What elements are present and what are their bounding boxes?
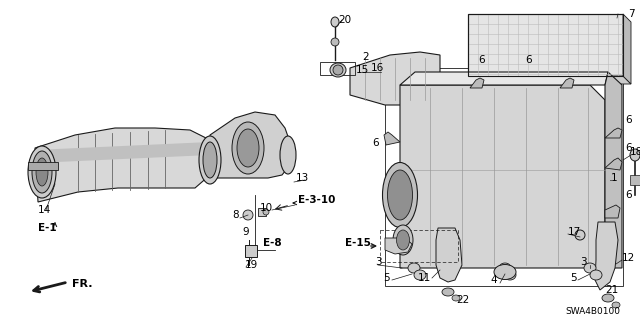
Ellipse shape [383,162,417,227]
Ellipse shape [442,288,454,296]
Polygon shape [468,76,631,84]
Text: 13: 13 [296,173,309,183]
Polygon shape [605,158,622,170]
Bar [385,68,623,286]
Text: 7: 7 [628,9,635,19]
Text: 5: 5 [383,273,390,283]
Text: E-1: E-1 [38,223,56,233]
Ellipse shape [590,270,602,280]
Ellipse shape [575,230,585,240]
Ellipse shape [494,264,516,279]
Text: 3: 3 [580,257,587,267]
Ellipse shape [330,63,346,77]
Bar [245,245,257,257]
Text: 15: 15 [356,65,369,75]
Ellipse shape [331,17,339,27]
Text: 2: 2 [362,52,369,62]
Polygon shape [560,78,574,88]
Text: E-3-10: E-3-10 [298,195,335,205]
Text: 6: 6 [525,55,532,65]
Ellipse shape [584,263,596,273]
Ellipse shape [32,151,52,193]
Polygon shape [35,142,210,163]
Text: 4: 4 [490,275,497,285]
Text: 20: 20 [338,15,351,25]
Polygon shape [623,14,631,84]
Polygon shape [595,222,618,290]
Ellipse shape [499,263,511,273]
Ellipse shape [630,149,640,161]
Ellipse shape [280,136,296,174]
Text: E-15: E-15 [345,238,371,248]
Text: 5: 5 [570,273,577,283]
Polygon shape [605,72,622,268]
Polygon shape [436,228,462,282]
Ellipse shape [232,122,264,174]
Ellipse shape [504,270,516,280]
Text: 21: 21 [605,285,618,295]
Text: 19: 19 [245,260,259,270]
Text: 9: 9 [242,227,248,237]
Text: 6: 6 [372,138,379,148]
Ellipse shape [387,170,413,220]
Polygon shape [35,128,215,202]
Text: 14: 14 [38,205,51,215]
Text: E-8: E-8 [263,238,282,248]
Text: 11: 11 [418,273,431,283]
Bar [468,14,623,76]
Text: 17: 17 [568,227,581,237]
Text: 18: 18 [630,147,640,157]
Text: 10: 10 [260,203,273,213]
Polygon shape [350,52,440,105]
Ellipse shape [612,302,620,308]
Text: 6: 6 [625,190,632,200]
Text: 16: 16 [371,63,384,73]
Ellipse shape [397,230,410,250]
Ellipse shape [452,295,460,301]
Ellipse shape [331,38,339,46]
Polygon shape [470,78,484,88]
Text: 3: 3 [375,257,381,267]
Text: 6: 6 [625,143,632,153]
Bar [380,230,458,262]
Ellipse shape [28,146,56,198]
Ellipse shape [333,65,343,75]
Text: 6: 6 [478,55,484,65]
Polygon shape [400,85,605,268]
Ellipse shape [393,225,413,255]
Text: SWA4B0100: SWA4B0100 [565,308,620,316]
Bar [28,162,58,170]
Text: 12: 12 [622,253,636,263]
Polygon shape [630,175,640,185]
Text: 1: 1 [611,173,618,183]
Ellipse shape [243,210,253,220]
Ellipse shape [237,129,259,167]
Ellipse shape [203,142,217,178]
Polygon shape [400,72,608,85]
Text: FR.: FR. [72,279,93,289]
Ellipse shape [199,136,221,184]
Bar [468,14,623,76]
Text: 22: 22 [456,295,469,305]
Ellipse shape [36,158,48,186]
Polygon shape [605,205,620,218]
Ellipse shape [414,270,426,280]
Polygon shape [605,128,622,138]
Ellipse shape [602,294,614,302]
Ellipse shape [263,209,269,215]
Polygon shape [385,238,412,254]
Polygon shape [384,132,400,145]
Ellipse shape [408,263,420,273]
Bar [258,208,266,216]
Text: 8: 8 [232,210,239,220]
Polygon shape [210,112,292,178]
Text: 6: 6 [625,115,632,125]
